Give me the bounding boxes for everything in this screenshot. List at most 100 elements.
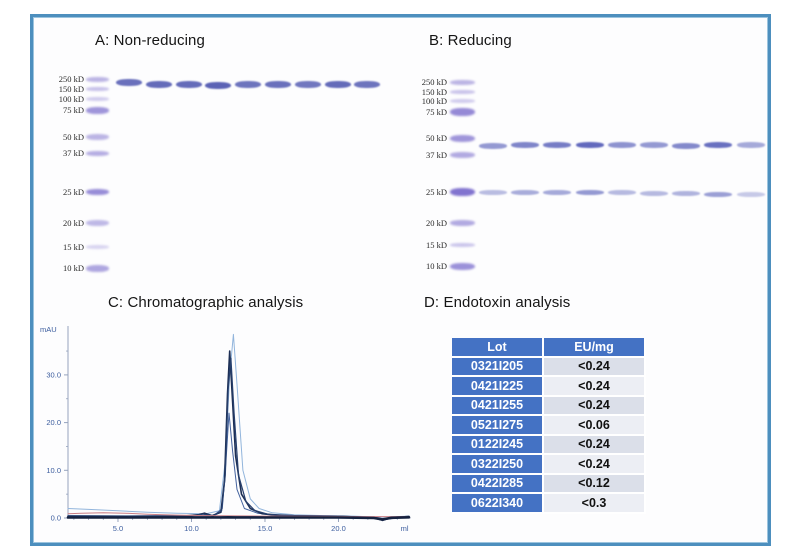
trace-overlay-light-blue: [67, 333, 410, 519]
sample-band: [479, 143, 507, 149]
marker-label-a: 50 kD: [62, 132, 84, 142]
ladder-band: [86, 264, 109, 272]
table-row: 0421I255 <0.24: [452, 396, 646, 416]
table-row: 0122I245 <0.24: [452, 435, 646, 455]
ladder-band: [86, 189, 109, 195]
table-header-cell: Lot: [452, 338, 544, 358]
sample-band: [543, 190, 572, 195]
eu-mg-cell: <0.24: [544, 396, 646, 416]
x-tick-label: 15.0: [258, 524, 273, 533]
lot-cell: 0521I275: [452, 416, 544, 436]
trace-overlay-mid-blue: [67, 412, 410, 520]
lot-cell: 0622I340: [452, 494, 544, 514]
marker-label-a: 20 kD: [62, 218, 84, 228]
lot-cell: 0322I250: [452, 455, 544, 475]
table-row: 0322I250 <0.24: [452, 455, 646, 475]
ladder-band: [450, 90, 475, 94]
sample-band: [672, 191, 701, 196]
sample-band: [116, 79, 142, 86]
marker-label-a: 250 kD: [58, 74, 84, 84]
panel-b-title: B: Reducing: [429, 32, 512, 49]
table-header-cell: EU/mg: [544, 338, 646, 358]
marker-label-b: 15 kD: [425, 240, 447, 250]
x-tick-label: 5.0: [113, 524, 123, 533]
lot-cell: 0321I205: [452, 357, 544, 377]
sample-band: [205, 82, 232, 89]
panel-c-title: C: Chromatographic analysis: [108, 294, 304, 311]
sample-band: [607, 190, 636, 195]
eu-mg-cell: <0.12: [544, 474, 646, 494]
chromatogram-plot: 0.0 10.0 20.0 30.0 mAU 5.0 10.0 15.0 20.0 ml: [40, 325, 411, 533]
ladder-band: [450, 188, 475, 196]
ladder-band: [86, 87, 109, 91]
ladder-band: [86, 106, 109, 114]
trace-baseline-dark: [66, 516, 411, 521]
eu-mg-cell: <0.3: [544, 494, 646, 514]
sample-band: [294, 81, 321, 88]
marker-label-a: 10 kD: [62, 263, 84, 273]
x-tick-label: 20.0: [331, 524, 346, 533]
ladder-band: [86, 76, 109, 82]
sample-band: [265, 81, 291, 88]
sample-band: [354, 81, 381, 88]
ladder-band: [86, 245, 109, 249]
y-tick-label: 20.0: [46, 418, 61, 427]
sample-band: [479, 190, 507, 195]
trace-overlay-navy-1: [67, 350, 410, 522]
marker-label-a: 15 kD: [62, 242, 84, 252]
marker-label-b: 37 kD: [425, 150, 447, 160]
lot-cell: 0122I245: [452, 435, 544, 455]
ladder-band: [450, 99, 475, 103]
marker-label-a: 37 kD: [62, 148, 84, 158]
figure-border: [30, 14, 771, 546]
marker-label-a: 100 kD: [58, 94, 84, 104]
table-row: 0321I205 <0.24: [452, 357, 646, 377]
sample-band: [640, 142, 668, 148]
ladder-band: [86, 97, 109, 101]
panel-a-title: A: Non-reducing: [95, 32, 205, 49]
sample-band: [704, 142, 733, 148]
marker-label-b: 20 kD: [425, 218, 447, 228]
eu-mg-cell: <0.24: [544, 377, 646, 397]
sample-band: [145, 81, 172, 88]
ladder-band: [450, 79, 475, 85]
panel-d-title: D: Endotoxin analysis: [424, 294, 571, 311]
sample-band: [736, 192, 765, 197]
sample-band: [736, 142, 765, 148]
sample-band: [324, 81, 351, 88]
ladder-band: [86, 150, 109, 156]
trace-overlay-navy-2: [67, 357, 410, 521]
lot-cell: 0422I285: [452, 474, 544, 494]
marker-label-b: 10 kD: [425, 261, 447, 271]
ladder-band: [450, 262, 475, 270]
table-row: 0422I285 <0.12: [452, 474, 646, 494]
sample-band: [575, 142, 604, 148]
eu-mg-cell: <0.24: [544, 435, 646, 455]
marker-label-a: 25 kD: [62, 187, 84, 197]
marker-label-b: 150 kD: [421, 87, 447, 97]
ladder-band: [450, 220, 475, 226]
eu-mg-cell: <0.24: [544, 357, 646, 377]
sample-band: [543, 142, 572, 148]
sample-band: [672, 143, 701, 149]
endotoxin-table: Lot EU/mg 0321I205 <0.24 0421I225 <0.24 0421I2…: [452, 338, 646, 514]
marker-label-b: 75 kD: [425, 107, 447, 117]
y-tick-label: 10.0: [46, 466, 61, 475]
y-axis-unit: mAU: [40, 325, 57, 334]
x-axis-unit: ml: [401, 524, 409, 533]
y-tick-label: 0.0: [51, 514, 61, 523]
sample-band: [235, 81, 262, 88]
ladder-band: [450, 108, 475, 116]
ladder-band: [450, 134, 475, 142]
marker-label-b: 250 kD: [421, 77, 447, 87]
ladder-band: [450, 243, 475, 247]
lot-cell: 0421I255: [452, 396, 544, 416]
sample-band: [511, 142, 540, 148]
sample-band: [575, 190, 604, 195]
eu-mg-cell: <0.06: [544, 416, 646, 436]
marker-label-b: 50 kD: [425, 133, 447, 143]
x-tick-label: 10.0: [184, 524, 199, 533]
marker-label-a: 75 kD: [62, 105, 84, 115]
marker-label-a: 150 kD: [58, 84, 84, 94]
